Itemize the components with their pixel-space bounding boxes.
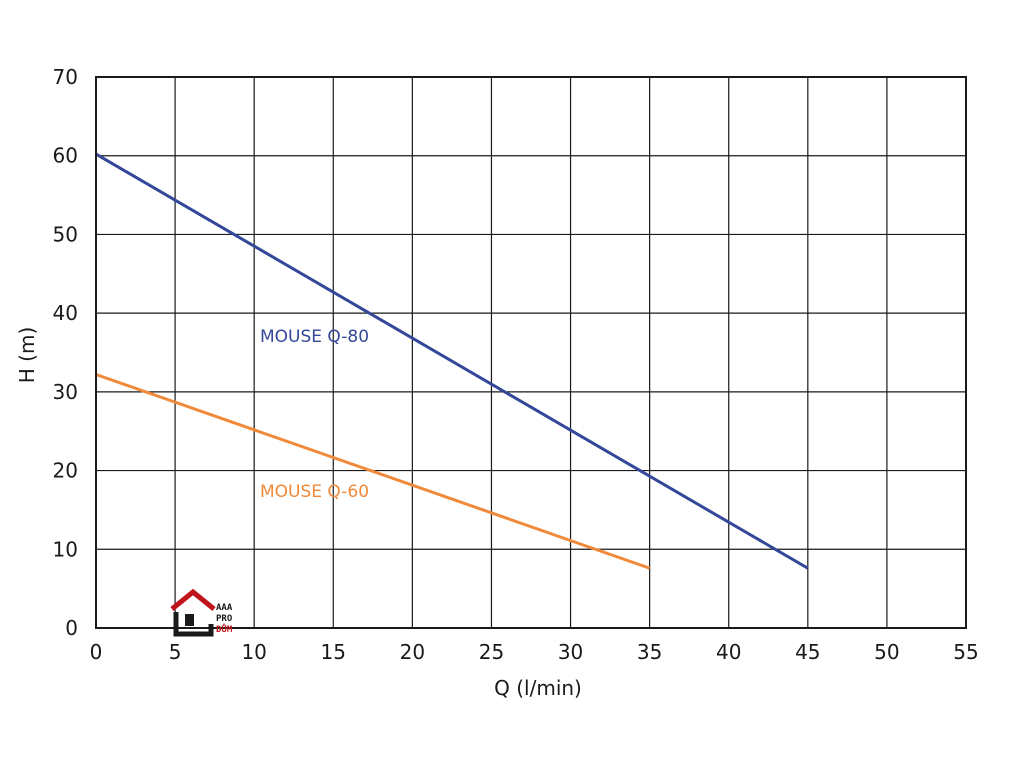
x-axis-title: Q (l/min) — [494, 676, 582, 700]
series-line-q80 — [95, 152, 809, 570]
x-tick-label: 5 — [169, 640, 182, 664]
y-tick-label: 60 — [53, 144, 78, 168]
logo-text-line-3: DŮM — [216, 623, 233, 635]
y-tick-label: 50 — [53, 222, 78, 246]
y-tick-label: 70 — [53, 65, 78, 89]
x-tick-label: 55 — [953, 640, 978, 664]
x-tick-label: 45 — [795, 640, 820, 664]
grid — [96, 77, 966, 628]
x-tick-label: 10 — [241, 640, 266, 664]
x-tick-label: 35 — [637, 640, 662, 664]
house-icon — [170, 588, 216, 637]
logo-text-line-2: PRO — [216, 614, 233, 624]
y-tick-label: 10 — [53, 537, 78, 561]
x-tick-label: 30 — [558, 640, 583, 664]
y-axis-title: H (m) — [15, 327, 39, 383]
y-tick-label: 0 — [65, 616, 78, 640]
x-tick-label: 20 — [400, 640, 425, 664]
y-tick-label: 40 — [53, 301, 78, 325]
x-tick-label: 25 — [479, 640, 504, 664]
series-label-q60: MOUSE Q-60 — [260, 482, 369, 502]
y-tick-label: 20 — [53, 459, 78, 483]
x-tick-label: 50 — [874, 640, 899, 664]
x-tick-label: 15 — [321, 640, 346, 664]
y-tick-label: 30 — [53, 380, 78, 404]
series-line-q60 — [95, 373, 651, 570]
x-tick-label: 40 — [716, 640, 741, 664]
y-tick-labels: 0 10 20 30 40 50 60 70 — [53, 65, 78, 640]
series-label-q80: MOUSE Q-80 — [260, 327, 369, 347]
plot-frame — [95, 76, 967, 629]
series-lines — [95, 152, 809, 570]
x-tick-label: 0 — [90, 640, 103, 664]
logo: AAA PRO DŮM — [170, 588, 233, 637]
x-tick-labels: 0 5 10 15 20 25 30 35 40 45 50 55 — [90, 640, 979, 664]
logo-text-line-1: AAA — [216, 603, 233, 613]
